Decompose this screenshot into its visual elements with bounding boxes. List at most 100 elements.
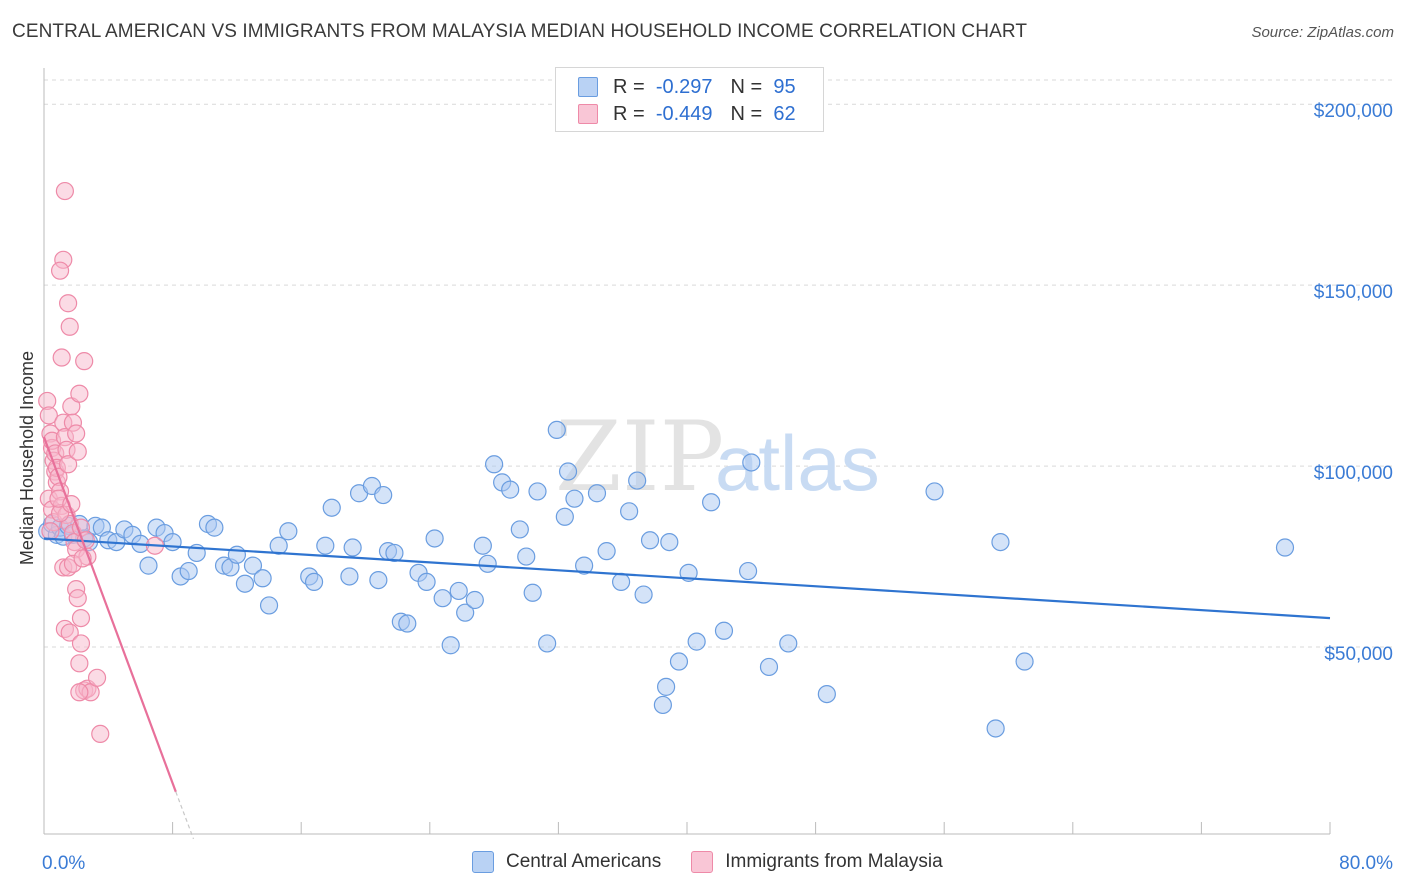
trend-lines <box>42 436 1331 840</box>
central-americans-point <box>259 596 279 615</box>
central-americans-point <box>817 684 836 704</box>
central-americans-point <box>243 556 263 575</box>
watermark-atlas: atlas <box>715 419 880 507</box>
malaysia-point <box>41 522 60 541</box>
central-americans-point <box>702 493 721 512</box>
central-americans-point <box>139 556 158 575</box>
malaysia-trend-line <box>42 436 177 793</box>
central-americans-point <box>634 585 653 604</box>
legend-n-label: N = <box>730 102 763 125</box>
central-americans-point <box>425 529 444 548</box>
central-americans-point <box>304 572 324 592</box>
central-americans-point <box>316 536 335 555</box>
central-americans-point <box>547 420 566 440</box>
central-americans-point <box>501 480 520 499</box>
central-americans-point <box>555 507 574 526</box>
malaysia-point <box>70 384 89 403</box>
central-americans-point <box>433 589 452 608</box>
malaysia-point <box>71 608 91 628</box>
y-tick-label: $50,000 <box>1324 644 1393 665</box>
malaysia-point <box>91 724 110 744</box>
series-legend: Central Americans Immigrants from Malays… <box>472 851 973 873</box>
central-americans-point <box>669 652 689 671</box>
central-americans-point <box>369 570 388 590</box>
central-americans-point <box>417 572 436 592</box>
central-americans-point <box>759 657 779 677</box>
x-tick-label-max: 80.0% <box>1339 853 1393 874</box>
y-tick-labels: $50,000 $100,000 $150,000 $200,000 <box>1314 101 1393 665</box>
central-americans-point <box>179 561 198 581</box>
malaysia-point <box>68 442 87 461</box>
central-americans-point <box>628 471 647 490</box>
central-americans-point <box>279 522 298 541</box>
malaysia-point <box>70 654 89 673</box>
central-americans-point <box>163 532 182 552</box>
swatch-pink <box>691 851 714 873</box>
central-americans-point <box>253 569 272 588</box>
central-americans-point <box>340 567 359 586</box>
malaysia-point <box>59 455 78 474</box>
central-americans-trend-line <box>43 537 1331 620</box>
legend-item-malaysia[interactable]: Immigrants from Malaysia <box>691 851 943 873</box>
source-label: Source: ZipAtlas.com <box>1251 24 1394 41</box>
central-americans-point <box>687 632 706 651</box>
central-americans-point <box>510 520 529 539</box>
central-americans-point <box>653 695 672 715</box>
central-americans-point <box>385 543 404 563</box>
central-americans-point <box>660 532 679 552</box>
central-americans-point <box>485 455 504 474</box>
central-americans-point <box>742 453 761 472</box>
malaysia-point <box>39 406 58 425</box>
central-americans-point <box>441 636 460 655</box>
malaysia-point <box>50 261 70 280</box>
legend-n-label: N = <box>730 75 763 98</box>
legend-row-central-americans: R = -0.297 N = 95 <box>578 74 796 100</box>
central-americans-point <box>528 482 547 501</box>
legend-r-label: R = <box>613 102 645 125</box>
malaysia-point <box>87 668 107 687</box>
central-americans-point <box>523 583 542 602</box>
central-americans-point <box>269 536 288 555</box>
malaysia-point <box>59 294 78 313</box>
central-americans-point <box>205 518 224 537</box>
central-americans-point <box>587 484 607 503</box>
central-americans-point <box>227 545 246 564</box>
legend-r-value: -0.297 <box>655 75 713 98</box>
malaysia-point <box>70 683 89 702</box>
y-tick-label: $100,000 <box>1314 463 1393 484</box>
malaysia-point <box>67 424 86 443</box>
central-americans-point <box>565 489 584 508</box>
central-americans-point <box>657 677 676 696</box>
malaysia-point <box>60 317 79 336</box>
watermark-zip: ZIP <box>555 401 724 513</box>
malaysia-trend-extension <box>175 791 195 840</box>
malaysia-point <box>52 348 71 367</box>
y-tick-label: $200,000 <box>1314 101 1393 122</box>
swatch-blue <box>472 851 494 873</box>
malaysia-point <box>60 623 79 642</box>
legend-r-label: R = <box>613 75 645 98</box>
legend-row-malaysia: R = -0.449 N = 62 <box>578 101 796 127</box>
central-americans-point <box>449 581 468 601</box>
central-americans-point <box>575 556 594 575</box>
central-americans-point <box>986 719 1005 738</box>
central-americans-point <box>517 547 536 566</box>
legend-swatch-pink <box>578 104 598 124</box>
x-tick-label-min: 0.0% <box>42 853 85 874</box>
central-americans-point <box>374 485 393 505</box>
central-americans-point <box>738 561 758 581</box>
legend-label-central-americans: Central Americans <box>506 851 662 872</box>
central-americans-point <box>343 538 362 557</box>
legend-r-value: -0.449 <box>655 102 713 125</box>
central-americans-point <box>235 574 255 593</box>
malaysia-point <box>55 181 74 201</box>
central-americans-point <box>925 482 944 501</box>
central-americans-point <box>640 531 660 550</box>
malaysia-point <box>68 589 87 608</box>
central-americans-point <box>714 621 734 640</box>
y-tick-label: $150,000 <box>1314 282 1393 303</box>
legend-label-malaysia: Immigrants from Malaysia <box>725 851 943 872</box>
legend-item-central-americans[interactable]: Central Americans <box>472 851 661 873</box>
central-americans-point <box>478 554 497 573</box>
